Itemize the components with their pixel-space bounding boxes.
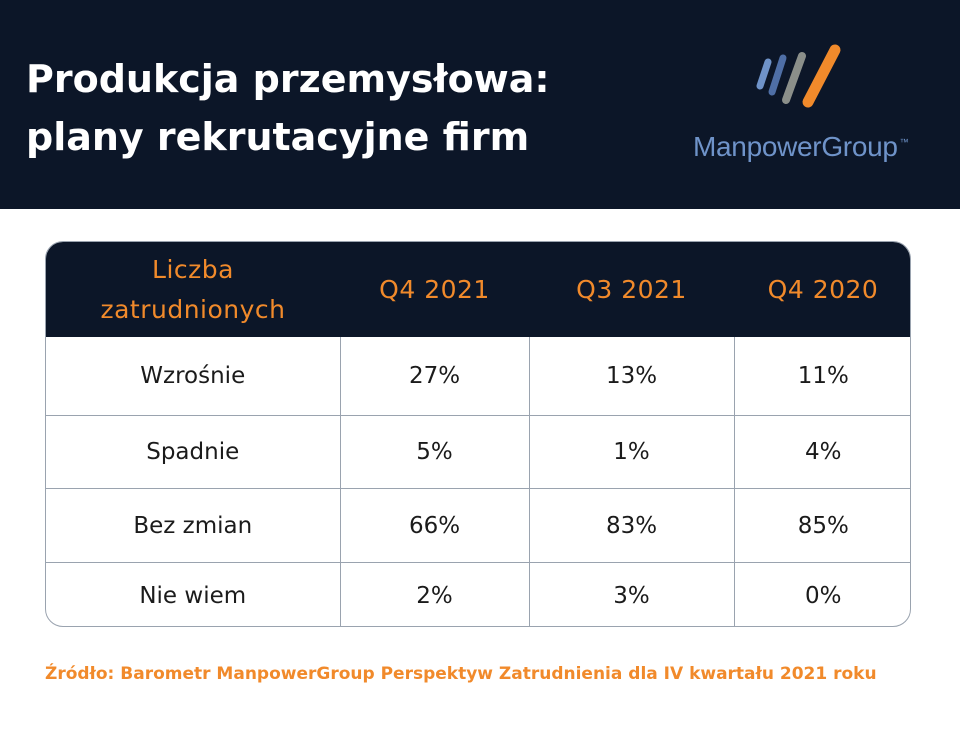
- table-header-row: Liczba zatrudnionych Q4 2021 Q3 2021 Q4 …: [46, 242, 910, 337]
- table-row: Nie wiem 2% 3% 0%: [46, 562, 910, 626]
- cell-value: 5%: [339, 415, 529, 489]
- cell-value: 3%: [528, 562, 734, 626]
- recruitment-table: Liczba zatrudnionych Q4 2021 Q3 2021 Q4 …: [45, 241, 911, 627]
- cell-value: 83%: [528, 488, 734, 563]
- cell-value: 27%: [339, 337, 529, 416]
- cell-value: 2%: [339, 562, 529, 626]
- table-row: Spadnie 5% 1% 4%: [46, 415, 910, 489]
- brand-wordmark: ManpowerGroup ™: [693, 131, 909, 163]
- logo-stripe-4: [802, 44, 841, 108]
- cell-value: 4%: [733, 415, 910, 489]
- source-note: Źródło: Barometr ManpowerGroup Perspekty…: [45, 664, 877, 684]
- logo-stripe-1: [756, 58, 772, 90]
- header-row-label-line-1: Liczba: [152, 254, 234, 284]
- row-label: Bez zmian: [46, 488, 340, 563]
- brand-trademark: ™: [899, 137, 909, 147]
- header-banner: Produkcja przemysłowa: plany rekrutacyjn…: [0, 0, 960, 209]
- table-row: Wzrośnie 27% 13% 11%: [46, 337, 910, 416]
- cell-value: 66%: [339, 488, 529, 563]
- column-header-q4-2021: Q4 2021: [340, 242, 529, 337]
- table-row: Bez zmian 66% 83% 85%: [46, 488, 910, 563]
- row-label: Nie wiem: [46, 562, 340, 626]
- logo-stripe-2: [768, 54, 787, 96]
- logo-stripe-3: [782, 52, 806, 104]
- data-table: Liczba zatrudnionych Q4 2021 Q3 2021 Q4 …: [46, 242, 910, 626]
- title-line-2: plany rekrutacyjne firm: [26, 115, 530, 159]
- manpowergroup-stripes-icon: [756, 44, 841, 108]
- cell-value: 1%: [528, 415, 734, 489]
- header-row-label-line-2: zatrudnionych: [100, 294, 286, 324]
- row-label: Wzrośnie: [140, 363, 246, 389]
- header-row-label: Liczba zatrudnionych: [46, 242, 340, 337]
- title-line-1: Produkcja przemysłowa:: [26, 57, 550, 101]
- cell-value: 13%: [528, 337, 734, 416]
- cell-value: 85%: [733, 488, 910, 563]
- row-label: Spadnie: [46, 415, 340, 489]
- brand-name: ManpowerGroup: [693, 131, 898, 162]
- cell-value: 11%: [733, 337, 910, 416]
- column-header-q3-2021: Q3 2021: [529, 242, 734, 337]
- page-title: Produkcja przemysłowa: plany rekrutacyjn…: [26, 50, 626, 166]
- column-header-q4-2020: Q4 2020: [734, 242, 910, 337]
- cell-value: 0%: [733, 562, 910, 626]
